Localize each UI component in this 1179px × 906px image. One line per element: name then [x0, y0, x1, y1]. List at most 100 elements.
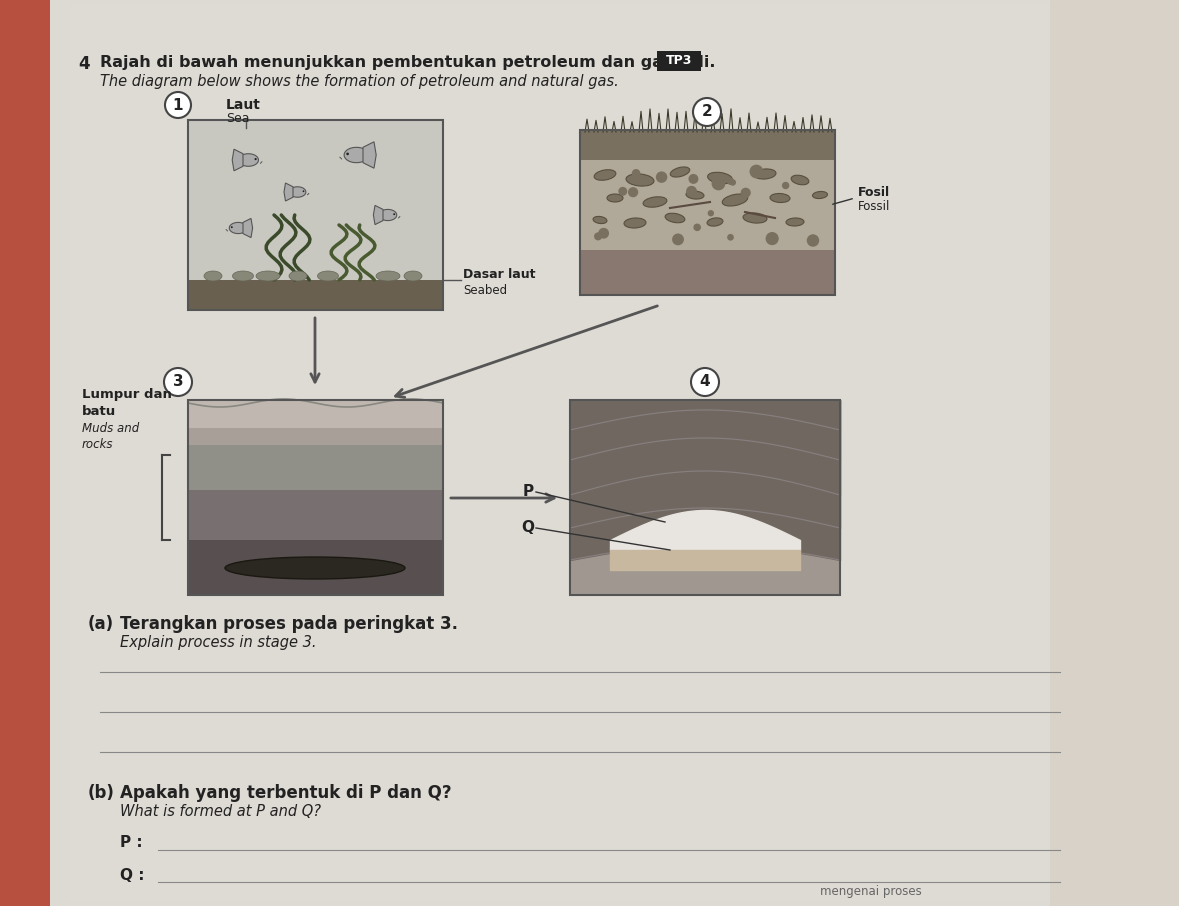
Text: Sea: Sea	[226, 112, 250, 125]
Polygon shape	[232, 149, 243, 171]
Bar	[187, 400, 443, 595]
Text: Dasar laut: Dasar laut	[463, 268, 535, 282]
Ellipse shape	[594, 169, 615, 180]
Ellipse shape	[707, 172, 732, 184]
Text: P: P	[522, 485, 534, 499]
Text: The diagram below shows the formation of petroleum and natural gas.: The diagram below shows the formation of…	[100, 74, 619, 89]
Bar	[187, 490, 443, 540]
Circle shape	[598, 227, 610, 238]
Circle shape	[750, 165, 763, 178]
Text: mengenai proses: mengenai proses	[821, 885, 922, 898]
Circle shape	[165, 92, 191, 118]
Ellipse shape	[786, 218, 804, 226]
Bar	[569, 400, 839, 595]
Text: Apakah yang terbentuk di P dan Q?: Apakah yang terbentuk di P dan Q?	[120, 784, 452, 802]
Bar	[580, 250, 835, 295]
Circle shape	[231, 226, 232, 228]
Ellipse shape	[791, 175, 809, 185]
Circle shape	[164, 368, 192, 396]
Ellipse shape	[743, 213, 768, 223]
Text: batu: batu	[83, 405, 117, 418]
Circle shape	[689, 174, 698, 184]
Ellipse shape	[671, 167, 690, 177]
Circle shape	[686, 186, 697, 197]
Circle shape	[618, 187, 627, 196]
Polygon shape	[378, 209, 397, 220]
Text: rocks: rocks	[83, 438, 113, 451]
Ellipse shape	[225, 557, 406, 579]
Polygon shape	[229, 222, 248, 234]
Circle shape	[693, 98, 722, 126]
Bar	[50, 0, 1050, 906]
Bar	[580, 130, 835, 160]
Ellipse shape	[404, 271, 422, 281]
Circle shape	[347, 152, 349, 155]
Text: Explain process in stage 3.: Explain process in stage 3.	[120, 635, 316, 650]
Circle shape	[691, 368, 719, 396]
Bar	[580, 130, 835, 295]
Circle shape	[594, 232, 602, 240]
Bar	[580, 130, 835, 295]
Ellipse shape	[289, 271, 307, 281]
Ellipse shape	[624, 218, 646, 228]
Text: (b): (b)	[88, 784, 114, 802]
Polygon shape	[284, 183, 294, 201]
Circle shape	[394, 213, 395, 215]
Ellipse shape	[686, 191, 704, 199]
Circle shape	[712, 177, 725, 190]
Circle shape	[806, 235, 819, 246]
Circle shape	[727, 178, 735, 185]
Text: Q :: Q :	[120, 868, 145, 883]
Text: 3: 3	[172, 374, 183, 390]
Polygon shape	[243, 218, 252, 237]
Circle shape	[727, 234, 733, 241]
Bar	[187, 540, 443, 595]
Circle shape	[628, 188, 638, 198]
Polygon shape	[238, 154, 258, 167]
Ellipse shape	[755, 169, 776, 179]
Bar	[0, 0, 50, 906]
Text: Fosil: Fosil	[858, 187, 890, 199]
Polygon shape	[374, 206, 383, 225]
Text: 1: 1	[173, 98, 183, 112]
Ellipse shape	[643, 197, 667, 207]
Bar	[580, 160, 835, 250]
Text: Terangkan proses pada peringkat 3.: Terangkan proses pada peringkat 3.	[120, 615, 457, 633]
Ellipse shape	[812, 191, 828, 198]
Ellipse shape	[317, 271, 338, 281]
Ellipse shape	[607, 194, 623, 202]
Text: Q: Q	[521, 521, 534, 535]
Circle shape	[782, 182, 790, 189]
Bar	[187, 400, 443, 428]
Ellipse shape	[593, 217, 607, 224]
Circle shape	[765, 232, 779, 246]
Bar	[187, 428, 443, 445]
Text: Lumpur dan: Lumpur dan	[83, 388, 172, 401]
Polygon shape	[363, 142, 376, 169]
Text: 2: 2	[702, 104, 712, 120]
Text: Muds and: Muds and	[83, 422, 139, 435]
Text: 4: 4	[78, 55, 90, 73]
Circle shape	[707, 210, 714, 217]
Text: Laut: Laut	[226, 98, 261, 112]
Text: 4: 4	[699, 374, 710, 390]
Ellipse shape	[232, 271, 253, 281]
Ellipse shape	[723, 194, 747, 206]
Circle shape	[303, 190, 304, 192]
Ellipse shape	[626, 174, 654, 186]
Circle shape	[693, 224, 702, 231]
Polygon shape	[289, 187, 305, 198]
Bar	[187, 445, 443, 490]
Text: P :: P :	[120, 835, 143, 850]
Text: (a): (a)	[88, 615, 114, 633]
Ellipse shape	[376, 271, 400, 281]
Circle shape	[255, 158, 257, 160]
Ellipse shape	[770, 194, 790, 203]
Bar	[187, 120, 443, 310]
Text: Seabed: Seabed	[463, 284, 507, 296]
Circle shape	[632, 169, 640, 178]
Ellipse shape	[665, 213, 685, 223]
Bar	[70, 5, 1050, 901]
Bar	[569, 400, 839, 595]
Ellipse shape	[707, 217, 723, 226]
